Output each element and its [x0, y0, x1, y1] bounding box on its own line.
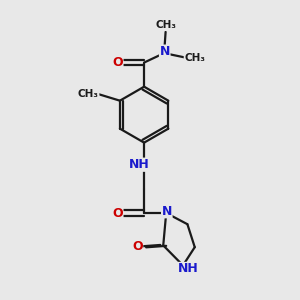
- Text: NH: NH: [178, 262, 199, 275]
- Text: O: O: [112, 56, 123, 69]
- Text: N: N: [160, 45, 170, 58]
- Text: N: N: [162, 205, 172, 218]
- Text: CH₃: CH₃: [155, 20, 176, 30]
- Text: O: O: [132, 240, 143, 254]
- Text: CH₃: CH₃: [78, 89, 99, 99]
- Text: NH: NH: [128, 158, 149, 171]
- Text: CH₃: CH₃: [184, 52, 205, 62]
- Text: O: O: [112, 206, 123, 220]
